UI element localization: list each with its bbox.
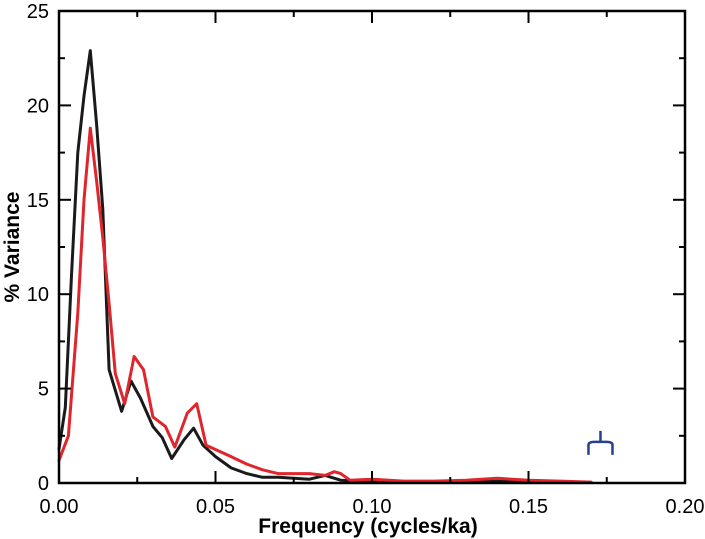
x-tick-label: 0.00 bbox=[40, 496, 79, 518]
axis-ticks bbox=[58, 10, 686, 484]
series-line-red bbox=[57, 126, 593, 484]
x-tick-labels: 0.00 0.05 0.10 0.15 0.20 bbox=[40, 496, 705, 518]
y-tick-label: 10 bbox=[27, 284, 49, 306]
x-tick-label: 0.15 bbox=[509, 496, 548, 518]
y-tick-label: 25 bbox=[27, 1, 49, 23]
x-tick-label: 0.05 bbox=[196, 496, 235, 518]
x-tick-label: 0.10 bbox=[353, 496, 392, 518]
series-line-black bbox=[57, 49, 593, 484]
x-axis-title: Frequency (cycles/ka) bbox=[258, 515, 477, 538]
x-tick-label: 0.20 bbox=[666, 496, 705, 518]
y-axis-title: % Variance bbox=[1, 192, 24, 303]
y-tick-labels: 0 5 10 15 20 25 bbox=[27, 1, 49, 495]
y-tick-label: 0 bbox=[38, 473, 49, 495]
annotation-layer bbox=[587, 430, 614, 455]
y-tick-label: 5 bbox=[38, 379, 49, 401]
bandwidth-bracket-icon bbox=[587, 430, 614, 455]
y-tick-label: 20 bbox=[27, 95, 49, 117]
y-tick-label: 15 bbox=[27, 190, 49, 212]
plot-marks bbox=[57, 49, 593, 484]
